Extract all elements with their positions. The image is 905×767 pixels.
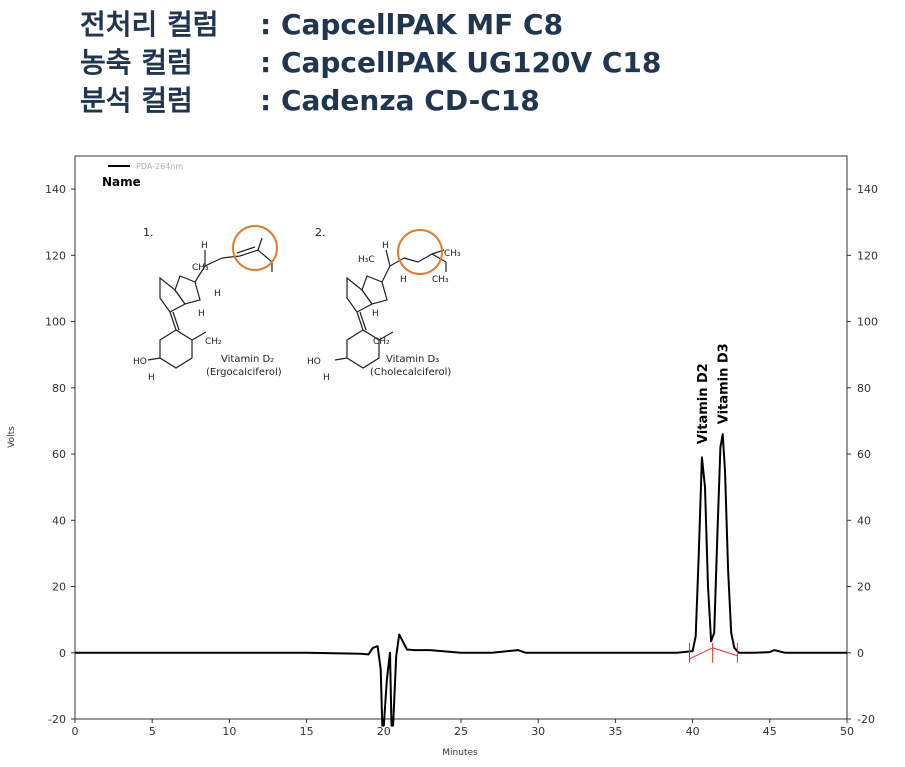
d2-ring-a — [159, 329, 193, 369]
integration-marks — [689, 642, 738, 663]
y-tick-label-right: 20 — [857, 581, 871, 594]
d2-ring-six-a — [159, 276, 186, 313]
d3-atom-h-mid: H — [400, 275, 407, 285]
d2-atom-ho: HO — [133, 357, 147, 367]
d3-atom-ch3-bottom: CH₃ — [432, 275, 449, 285]
peak-label-vitamin-d2: Vitamin D2 — [696, 363, 711, 444]
d2-methyl-top — [257, 237, 263, 251]
y-tick-label-right: -20 — [857, 713, 875, 726]
x-tick-label: 50 — [840, 725, 854, 738]
legend-entry: PDA-264nm — [136, 162, 183, 171]
structure-vitamin-d2-text: 1. H CH₃ H H CH₂ HO H Vitamin D₂ (Ergoca… — [133, 226, 282, 383]
d2-name: Vitamin D₂ — [221, 354, 274, 365]
d3-atom-h-low: H — [372, 309, 379, 319]
x-tick-label: 20 — [377, 725, 391, 738]
concentration-column-value: : CapcellPAK UG120V C18 — [260, 46, 662, 79]
d2-atom-h-low: H — [198, 309, 205, 319]
analytical-column-row: 분석 컬럼 : Cadenza CD-C18 — [80, 82, 880, 120]
d3-name: Vitamin D₃ — [386, 354, 439, 365]
legend: PDA-264nm Name — [102, 162, 183, 189]
d3-link-b — [359, 311, 367, 331]
d2-side-chain-b — [221, 249, 273, 263]
y-tick-label-left: 20 — [52, 581, 66, 594]
d2-hydroxyl-bond — [147, 357, 161, 361]
d3-atom-ho: HO — [307, 357, 321, 367]
d2-double-bond — [236, 246, 256, 254]
d2-atom-ch2: CH₂ — [205, 337, 222, 347]
x-tick-label: 30 — [531, 725, 545, 738]
pretreatment-column-label: 전처리 컬럼 — [80, 8, 219, 41]
analytical-column-value: : Cadenza CD-C18 — [260, 84, 540, 117]
integration-baseline — [689, 647, 738, 660]
d2-link-a — [169, 311, 177, 331]
d3-highlight-circle — [397, 229, 443, 275]
column-info-header: 전처리 컬럼 : CapcellPAK MF C8 농축 컬럼 : Capcel… — [80, 6, 880, 120]
d2-atom-ch3: CH₃ — [192, 263, 209, 273]
concentration-column-row: 농축 컬럼 : CapcellPAK UG120V C18 — [80, 44, 880, 82]
pretreatment-column-row: 전처리 컬럼 : CapcellPAK MF C8 — [80, 6, 880, 44]
d3-atom-h-top: H — [382, 241, 389, 251]
structure-vitamin-d3-text: 2. H H₃C H H CH₃ CH₃ CH₂ HO H Vitamin D₃… — [307, 226, 461, 383]
y-tick-label-right: 0 — [857, 647, 864, 660]
d3-atom-h-ring: H — [323, 373, 330, 383]
d3-common-name: (Cholecalciferol) — [370, 367, 451, 378]
x-tick-label: 15 — [300, 725, 314, 738]
d3-hydroxyl-bond — [334, 357, 348, 361]
y-tick-label-left: 40 — [52, 514, 66, 527]
x-tick-label: 25 — [454, 725, 468, 738]
d2-number: 1. — [143, 226, 154, 239]
x-tick-label: 40 — [686, 725, 700, 738]
y-tick-label-left: 100 — [45, 316, 66, 329]
chart-trace — [75, 433, 847, 727]
x-tick-label: 0 — [72, 725, 79, 738]
peak-label-vitamin-d3: Vitamin D3 — [717, 343, 732, 424]
series-line-pda-264nm — [75, 433, 847, 727]
d2-highlight-circle — [232, 225, 278, 271]
y-axis-label: Volts — [7, 426, 17, 448]
y-tick-label-right: 80 — [857, 382, 871, 395]
d3-atom-ch3-top: CH₃ — [444, 249, 461, 259]
d3-ring-a — [346, 329, 380, 369]
d3-atom-h3c: H₃C — [358, 255, 375, 265]
d2-atom-h-mid: H — [214, 289, 221, 299]
d2-link-b — [172, 311, 180, 331]
d3-methylene — [378, 331, 394, 341]
y-tick-label-right: 40 — [857, 514, 871, 527]
d3-h-bond — [385, 249, 391, 267]
y-tick-label-right: 140 — [857, 183, 878, 196]
y-tick-label-left: 140 — [45, 183, 66, 196]
d3-number: 2. — [315, 226, 326, 239]
pretreatment-column-value: : CapcellPAK MF C8 — [260, 8, 564, 41]
d3-ring-six-a — [346, 276, 373, 313]
x-tick-label: 35 — [608, 725, 622, 738]
y-tick-label-left: 0 — [59, 647, 66, 660]
x-tick-label: 10 — [222, 725, 236, 738]
legend-header: Name — [102, 175, 141, 189]
d3-atom-ch2: CH₂ — [373, 337, 390, 347]
y-tick-label-left: -20 — [48, 713, 66, 726]
x-axis-label: Minutes — [442, 748, 478, 758]
y-tick-label-right: 100 — [857, 316, 878, 329]
d3-link-a — [356, 311, 364, 331]
d2-methylene — [191, 331, 207, 341]
y-tick-label-left: 80 — [52, 382, 66, 395]
structure-vitamin-d2 — [147, 225, 278, 369]
d2-atom-h-top: H — [201, 241, 208, 251]
d2-atom-h-ring: H — [148, 373, 155, 383]
x-tick-label: 5 — [149, 725, 156, 738]
structure-vitamin-d3 — [334, 229, 447, 369]
x-tick-label: 45 — [763, 725, 777, 738]
d3-side-chain-b — [403, 253, 447, 263]
y-tick-label-right: 120 — [857, 249, 878, 262]
d2-common-name: (Ergocalciferol) — [206, 367, 282, 378]
concentration-column-label: 농축 컬럼 — [80, 46, 193, 79]
y-tick-label-left: 60 — [52, 448, 66, 461]
y-tick-label-left: 120 — [45, 249, 66, 262]
y-tick-label-right: 60 — [857, 448, 871, 461]
analytical-column-label: 분석 컬럼 — [80, 84, 193, 117]
